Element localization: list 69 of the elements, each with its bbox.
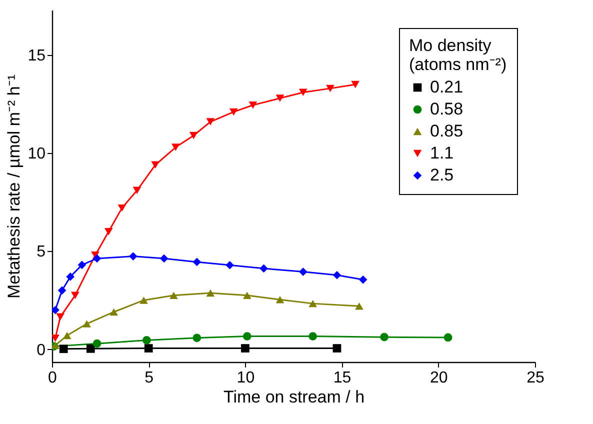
point	[298, 268, 308, 276]
y-axis-title: Metathesis rate / µmol m⁻² h⁻¹	[4, 74, 24, 298]
point	[78, 260, 86, 270]
point	[170, 292, 178, 299]
point	[58, 286, 66, 295]
point	[358, 275, 368, 284]
point	[326, 84, 334, 92]
y-tick-label: 5	[36, 244, 46, 261]
point	[248, 101, 258, 109]
point	[62, 332, 72, 340]
point	[110, 308, 118, 316]
point	[52, 306, 60, 314]
point	[104, 228, 113, 236]
point	[56, 313, 64, 321]
point	[66, 272, 75, 281]
point	[206, 118, 215, 126]
point	[82, 320, 91, 328]
point	[92, 339, 102, 348]
point	[380, 332, 388, 342]
point	[444, 333, 452, 342]
point	[52, 334, 60, 342]
point	[351, 80, 360, 88]
point	[128, 252, 138, 260]
point	[242, 292, 252, 299]
x-tick-label: 0	[48, 370, 58, 386]
point	[355, 302, 364, 310]
point	[142, 336, 151, 344]
y-tick-label: 10	[28, 146, 46, 163]
point	[242, 332, 252, 340]
point	[140, 296, 148, 304]
y-tick-label: 0	[36, 342, 46, 359]
point	[151, 161, 160, 169]
x-tick-label: 10	[236, 370, 255, 386]
point	[332, 344, 342, 352]
legend-label: 2.5	[430, 166, 454, 184]
point	[308, 332, 318, 340]
point	[144, 344, 153, 352]
legend-title: Mo density (atoms nm⁻²)	[409, 36, 507, 74]
x-axis-title: Time on stream / h	[223, 388, 365, 406]
point	[192, 334, 202, 342]
legend-label: 1.1	[430, 144, 454, 162]
point	[118, 204, 126, 212]
legend-label: 0.85	[430, 122, 464, 140]
point	[132, 186, 142, 194]
point	[241, 344, 250, 352]
point	[276, 296, 284, 304]
point	[189, 132, 198, 140]
point	[160, 254, 168, 263]
legend-label: 0.21	[430, 78, 464, 96]
point	[260, 264, 268, 273]
point	[171, 144, 180, 151]
point	[192, 258, 202, 266]
x-tick-label: 5	[144, 370, 154, 386]
point	[86, 344, 95, 353]
y-tick-label: 15	[28, 48, 46, 65]
x-tick-label: 15	[333, 370, 352, 386]
point	[229, 108, 238, 116]
point	[226, 260, 234, 270]
point	[71, 292, 80, 299]
point	[308, 300, 318, 308]
point	[298, 88, 308, 96]
point	[59, 344, 68, 354]
point	[332, 270, 342, 280]
point	[206, 289, 215, 297]
x-tick-label: 25	[526, 370, 544, 386]
legend-label: 0.58	[430, 100, 464, 118]
x-tick-label: 20	[430, 370, 448, 386]
point	[92, 254, 102, 263]
point	[276, 94, 284, 102]
